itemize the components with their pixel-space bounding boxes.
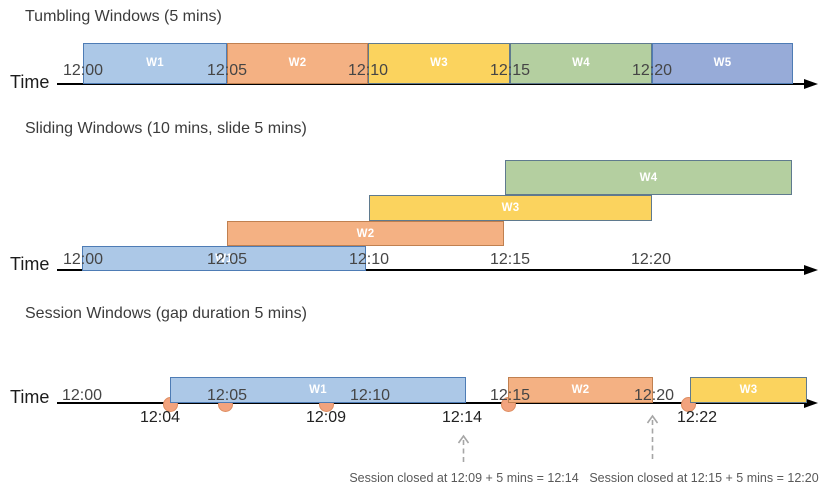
section-title-tumbling-windows: Tumbling Windows (5 mins): [25, 8, 222, 25]
session-close-annotation: Session closed at 12:15 + 5 mins = 12:20: [589, 471, 819, 485]
tick-label: 12:10: [348, 251, 390, 268]
section-title-sliding-windows: Sliding Windows (10 mins, slide 5 mins): [25, 120, 307, 137]
tick-label: 12:20: [630, 251, 672, 268]
window-w1: W1: [83, 43, 227, 84]
event-dot: [162, 396, 178, 412]
session-close-annotation: Session closed at 12:09 + 5 mins = 12:14: [349, 471, 579, 485]
time-axis-label: Time: [10, 254, 50, 274]
tick-label: 12:05: [206, 251, 248, 268]
timeline-axis: [57, 269, 805, 271]
window-w3: W3: [690, 377, 807, 403]
window-label: W1: [309, 384, 327, 396]
dashed-up-arrow-icon: [646, 414, 658, 461]
event-dot: [318, 396, 334, 412]
axis-arrowhead-icon: [804, 397, 818, 408]
window-label: W3: [430, 57, 448, 69]
event-dot: [500, 396, 516, 412]
tick-label: 12:00: [62, 62, 104, 79]
event-time-label: 12:22: [676, 409, 718, 426]
window-label: W2: [288, 57, 307, 69]
window-label: W2: [571, 384, 590, 396]
window-w3: W3: [369, 195, 652, 221]
window-label: W4: [639, 171, 658, 184]
event-time-label: 12:14: [441, 409, 483, 426]
tick-label: 12:15: [489, 251, 531, 268]
window-label: W1: [146, 57, 164, 69]
event-time-label: 12:09: [305, 409, 347, 426]
window-w1: W1: [82, 246, 366, 271]
window-w2: W2: [508, 377, 653, 403]
window-w2: W2: [227, 43, 368, 84]
window-w3: W3: [368, 43, 510, 84]
tick-label: 12:20: [631, 62, 673, 79]
window-w2: W2: [227, 221, 504, 246]
window-label: W3: [501, 202, 520, 214]
time-axis-label: Time: [10, 72, 50, 92]
event-time-label: 12:04: [139, 409, 181, 426]
tick-label: 12:05: [206, 62, 248, 79]
tick-label: 12:00: [62, 251, 104, 268]
event-dot: [680, 396, 696, 412]
time-axis-label: Time: [10, 387, 50, 407]
timeline-axis: [57, 83, 805, 85]
window-label: W3: [739, 384, 758, 396]
window-w5: W5: [652, 43, 793, 84]
window-label: W5: [713, 57, 732, 69]
tick-label: 12:10: [347, 62, 389, 79]
axis-arrowhead-icon: [804, 264, 818, 275]
tick-label: 12:15: [489, 62, 531, 79]
window-label: W4: [572, 57, 590, 69]
axis-arrowhead-icon: [804, 78, 818, 89]
timeline-axis: [57, 402, 805, 404]
section-title-session-windows: Session Windows (gap duration 5 mins): [25, 305, 307, 322]
window-label: W1: [215, 252, 233, 265]
window-w4: W4: [510, 43, 652, 84]
event-dot: [217, 396, 233, 412]
dashed-up-arrow-icon: [457, 434, 469, 463]
window-w4: W4: [505, 160, 792, 195]
window-w1: W1: [170, 377, 466, 403]
window-label: W2: [356, 227, 375, 240]
